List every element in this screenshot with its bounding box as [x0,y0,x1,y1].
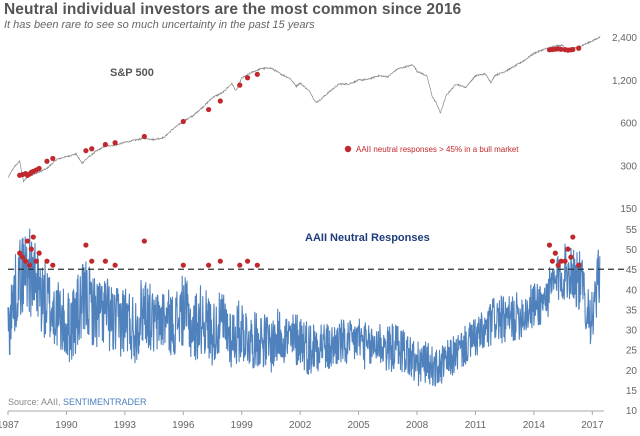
axes: 2,400 1,200 600 300 150 55 50 45 40 35 30 25 20 15 10 1… [0,33,637,431]
sp500-marker [206,106,212,113]
source-note: Source: AAII, SENTIMENTRADER [8,397,147,407]
price-ytick-label: 300 [620,161,637,172]
sp500-marker [50,155,56,162]
aaii-panel-title: AAII Neutral Responses [305,232,430,244]
x-tick-label: 1999 [231,420,254,431]
neutral-marker [141,238,147,244]
neutral-marker [254,262,260,268]
neutral-ytick-label: 10 [626,406,638,417]
neutral-marker [24,238,31,244]
neutral-marker [44,258,50,264]
neutral-marker [570,234,576,240]
neutral-marker [546,242,553,248]
source-prefix: Source: AAII, [8,397,64,407]
neutral-marker [555,262,561,268]
sp500-marker [83,148,89,154]
neutral-ytick-label: 55 [626,225,638,236]
x-tick-label: 2008 [406,420,429,431]
neutral-marker [180,262,186,268]
neutral-line [7,228,601,387]
sp500-marker [217,98,223,104]
neutral-ytick-label: 25 [626,346,638,357]
x-tick-label: 2005 [347,420,370,431]
sp500-label: S&P 500 [110,67,154,79]
sp500-marker [44,158,50,164]
neutral-marker [83,242,89,248]
neutral-marker [50,262,56,268]
neutral-marker [102,258,108,264]
neutral-marker [30,234,36,240]
sp500-marker [254,71,260,77]
neutral-marker [20,254,26,260]
sp500-marker [112,140,118,146]
sp500-marker [558,46,564,52]
legend-label: AAII neutral responses > 45% in a bull m… [356,145,519,154]
neutral-ytick-label: 35 [626,305,638,316]
neutral-marker [237,262,243,268]
sp500-marker [244,75,251,81]
sp500-marker [570,46,576,53]
x-tick-label: 2017 [581,420,604,431]
neutral-marker [17,250,23,256]
neutral-marker [244,258,251,264]
sp500-marker [180,118,186,125]
x-tick-label: 2002 [289,420,312,431]
sp500-marker [89,146,95,152]
chart-subtitle: It has been rare to see so much uncertai… [4,19,315,31]
sp500-line [7,36,601,183]
neutral-marker [36,250,42,256]
neutral-marker [217,258,223,264]
neutral-marker [33,258,39,264]
neutral-marker [28,246,34,252]
neutral-marker [552,250,558,256]
price-ytick-label: 150 [620,204,637,215]
neutral-ytick-label: 45 [626,265,638,276]
aaii-neutral-panel [7,228,628,387]
sp500-marker [237,82,243,88]
neutral-marker [22,258,29,264]
price-ytick-label: 600 [620,119,637,130]
neutral-marker [562,258,568,264]
sp500-marker [576,45,582,51]
x-tick-label: 1987 [0,420,20,431]
neutral-ytick-label: 50 [626,245,638,256]
neutral-marker [565,246,571,252]
legend-marker [344,145,352,153]
neutral-marker [26,262,33,268]
neutral-marker [568,254,574,260]
sp500-marker [36,165,42,172]
neutral-marker [206,262,212,268]
neutral-ytick-label: 40 [626,285,638,296]
sp500-panel [7,36,601,183]
price-ytick-label: 2,400 [612,33,637,44]
x-tick-label: 1993 [114,420,137,431]
neutral-marker [549,258,555,264]
x-tick-label: 2011 [465,420,487,431]
price-ytick-label: 1,200 [612,76,637,87]
neutral-marker [89,258,95,264]
neutral-marker [558,258,564,264]
sp500-marker [102,141,108,148]
x-tick-label: 1996 [172,420,195,431]
neutral-ytick-label: 30 [626,326,638,337]
neutral-ytick-label: 20 [626,366,638,377]
neutral-marker [112,262,118,268]
chart-title: Neutral individual investors are the mos… [4,1,462,18]
source-brand: SENTIMENTRADER [63,397,147,407]
x-tick-label: 2014 [523,420,546,431]
neutral-ytick-label: 15 [626,386,638,397]
neutral-marker [576,262,582,268]
sp500-marker [141,133,147,140]
x-tick-label: 1990 [55,420,78,431]
